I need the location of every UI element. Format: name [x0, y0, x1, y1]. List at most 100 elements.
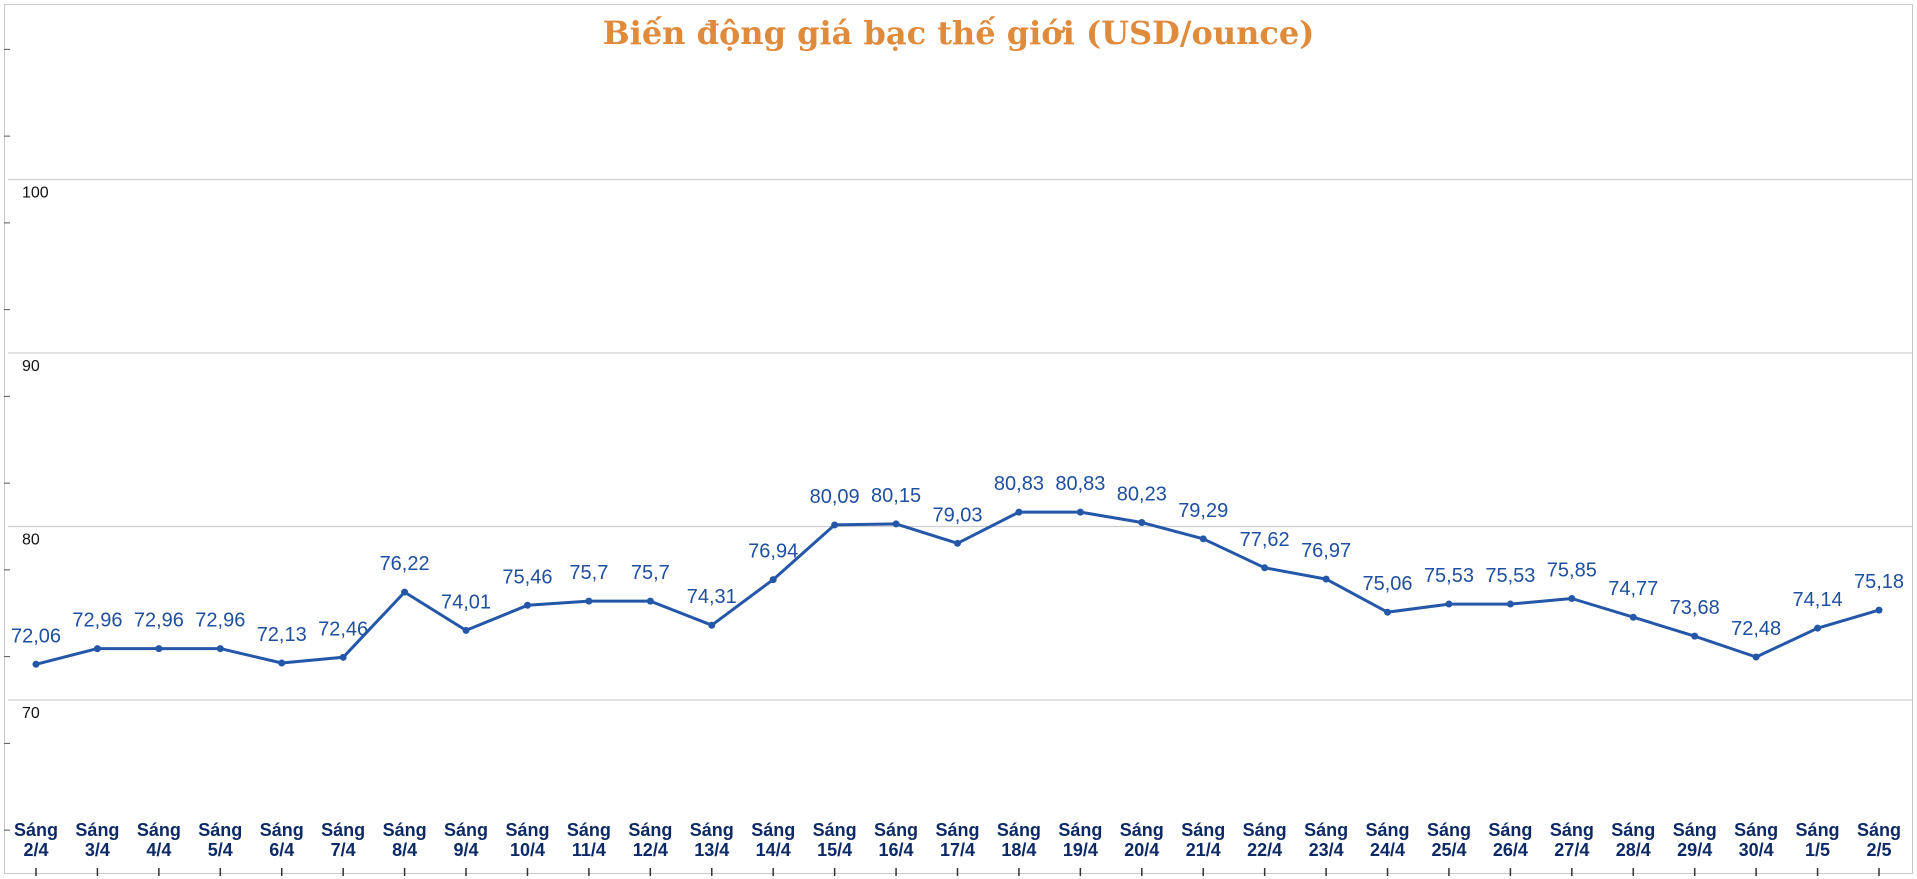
- x-tick-label: Sáng 21/4: [1181, 820, 1225, 860]
- data-label: 76,97: [1301, 540, 1351, 562]
- data-point: [1199, 535, 1207, 543]
- series-line: [35, 510, 1880, 666]
- data-point: [708, 621, 716, 629]
- data-point: [339, 653, 347, 661]
- data-label: 80,23: [1117, 484, 1167, 506]
- x-tick-label: Sáng 12/4: [628, 820, 672, 860]
- data-label: 79,29: [1178, 500, 1228, 522]
- data-point: [1322, 575, 1330, 583]
- data-label: 75,53: [1485, 565, 1535, 587]
- x-tick-label: Sáng 30/4: [1734, 820, 1778, 860]
- data-point: [523, 601, 531, 609]
- data-point: [954, 539, 961, 547]
- data-label: 75,7: [569, 562, 608, 584]
- x-tick-label: Sáng 5/4: [198, 820, 242, 860]
- data-label: 72,96: [72, 610, 122, 632]
- x-tick-label: Sáng 4/4: [137, 820, 181, 860]
- data-label: 80,15: [871, 485, 921, 507]
- chart-frame: [4, 4, 1913, 874]
- gridlines: [8, 178, 1912, 701]
- x-tick-label: Sáng 15/4: [813, 820, 857, 860]
- x-tick-label: Sáng 11/4: [567, 820, 611, 860]
- data-point: [769, 576, 777, 584]
- data-point: [155, 645, 163, 653]
- data-point: [1814, 624, 1822, 632]
- data-label: 75,7: [631, 562, 670, 584]
- data-point: [216, 645, 224, 653]
- data-label: 80,09: [810, 486, 860, 508]
- x-tick-label: Sáng 26/4: [1488, 820, 1532, 860]
- data-label: 72,46: [318, 618, 368, 640]
- data-label: 75,53: [1424, 565, 1474, 587]
- x-tick-label: Sáng 27/4: [1550, 820, 1594, 860]
- data-label: 74,14: [1793, 589, 1843, 611]
- data-point: [892, 520, 900, 528]
- data-point: [1076, 508, 1084, 516]
- x-tick-label: Sáng 10/4: [505, 820, 549, 860]
- x-tick-label: Sáng 18/4: [997, 820, 1041, 860]
- data-label: 80,83: [1055, 473, 1105, 495]
- x-tick-label: Sáng 16/4: [874, 820, 918, 860]
- data-label: 77,62: [1240, 529, 1290, 551]
- data-label: 72,48: [1731, 618, 1781, 640]
- y-tick-label: 70: [22, 705, 40, 722]
- data-label: 72,13: [257, 624, 307, 646]
- data-point: [1261, 564, 1269, 572]
- data-point: [1015, 508, 1023, 516]
- data-point: [278, 659, 286, 667]
- data-label: 74,31: [687, 586, 737, 608]
- data-label: 75,46: [502, 566, 552, 588]
- x-tick-label: Sáng 13/4: [690, 820, 734, 860]
- data-point: [1691, 632, 1699, 640]
- y-tick-label: 80: [22, 532, 40, 549]
- chart-title: Biến động giá bạc thế giới (USD/ounce): [602, 14, 1315, 52]
- data-point: [1384, 608, 1392, 616]
- x-tick-label: Sáng 23/4: [1304, 820, 1348, 860]
- x-tick-label: Sáng 9/4: [444, 820, 488, 860]
- x-tick-label: Sáng 20/4: [1120, 820, 1164, 860]
- x-tick-label: Sáng 25/4: [1427, 820, 1471, 860]
- data-point: [585, 597, 593, 605]
- x-tick-label: Sáng 17/4: [935, 820, 979, 860]
- data-label: 73,68: [1670, 597, 1720, 619]
- data-label: 75,85: [1547, 560, 1597, 582]
- data-label: 75,18: [1854, 571, 1904, 593]
- x-tick-label: Sáng 14/4: [751, 820, 795, 860]
- x-tick-label: Sáng 2/5: [1857, 820, 1901, 860]
- x-tick-label: Sáng 6/4: [260, 820, 304, 860]
- data-point: [462, 626, 470, 634]
- data-point: [1629, 613, 1637, 621]
- x-tick-label: Sáng 8/4: [383, 820, 427, 860]
- x-tick-label: Sáng 2/4: [14, 820, 58, 860]
- data-label: 74,77: [1608, 578, 1658, 600]
- data-point: [1445, 600, 1453, 608]
- data-point: [401, 588, 409, 596]
- x-tick-label: Sáng 19/4: [1058, 820, 1102, 860]
- data-label: 72,06: [11, 625, 61, 647]
- y-tick-label: 100: [22, 185, 49, 202]
- x-tick-label: Sáng 28/4: [1611, 820, 1655, 860]
- data-point: [1752, 653, 1760, 661]
- x-tick-label: Sáng 22/4: [1243, 820, 1287, 860]
- data-label: 80,83: [994, 473, 1044, 495]
- data-label: 72,96: [195, 610, 245, 632]
- data-label: 76,22: [380, 553, 430, 575]
- data-label: 72,96: [134, 610, 184, 632]
- data-point: [1568, 595, 1576, 603]
- data-label: 79,03: [932, 504, 982, 526]
- y-tick-label: 90: [22, 358, 40, 375]
- data-point: [93, 645, 101, 653]
- data-point: [1875, 606, 1883, 614]
- data-label: 74,01: [441, 591, 491, 613]
- x-tick-label: Sáng 29/4: [1673, 820, 1717, 860]
- x-tick-label: Sáng 24/4: [1366, 820, 1410, 860]
- data-point: [1138, 519, 1146, 527]
- data-label: 76,94: [748, 541, 798, 563]
- data-point: [831, 521, 839, 529]
- data-point: [1506, 600, 1514, 608]
- x-tick-label: Sáng 1/5: [1796, 820, 1840, 860]
- data-label: 75,06: [1363, 573, 1413, 595]
- x-tick-label: Sáng 7/4: [321, 820, 365, 860]
